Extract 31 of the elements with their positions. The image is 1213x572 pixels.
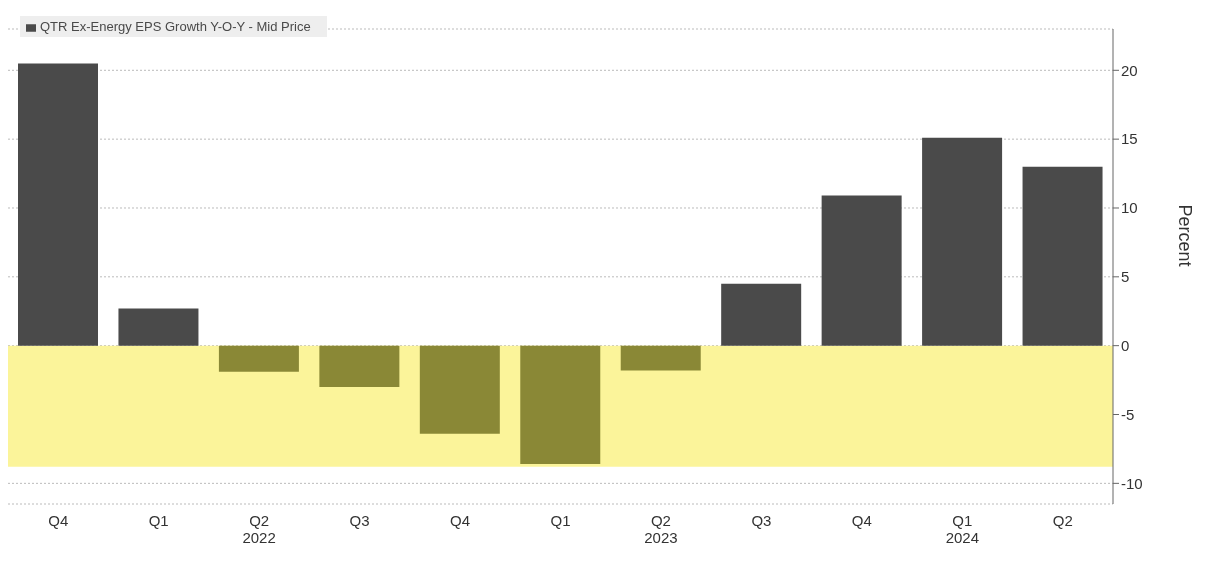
x-tick-label: Q4: [450, 512, 471, 529]
x-tick-label: Q2: [1052, 512, 1073, 529]
x-tick-label: Q3: [349, 512, 370, 529]
bar: [1022, 166, 1103, 346]
bar: [18, 63, 98, 346]
legend-label: QTR Ex-Energy EPS Growth Y-O-Y - Mid Price: [40, 19, 311, 34]
bar: [721, 283, 802, 346]
y-tick-label: 0: [1121, 336, 1130, 354]
bar: [520, 345, 601, 465]
bar: [218, 345, 299, 372]
x-tick-label: Q2 2022: [242, 512, 276, 546]
x-tick-label: Q2 2023: [644, 512, 678, 546]
y-axis-title: Percent: [1174, 204, 1195, 267]
y-tick-label: -5: [1121, 405, 1135, 423]
x-tick-label: Q1: [148, 512, 169, 529]
x-tick-label: Q1: [550, 512, 571, 529]
x-tick-label: Q3: [751, 512, 772, 529]
bar: [118, 308, 199, 346]
y-tick-label: 5: [1121, 268, 1130, 286]
y-tick-label: 20: [1121, 61, 1138, 79]
y-tick-label: -10: [1121, 474, 1143, 492]
bar: [821, 195, 902, 346]
x-tick-label: Q4: [851, 512, 872, 529]
bar: [922, 137, 1003, 346]
y-tick-label: 15: [1121, 130, 1138, 148]
x-tick-label: Q4: [48, 512, 69, 529]
bar: [620, 345, 701, 371]
bar: [419, 345, 500, 434]
bar: [319, 345, 400, 387]
x-tick-label: Q1 2024: [945, 512, 980, 546]
y-tick-label: 10: [1121, 199, 1138, 217]
